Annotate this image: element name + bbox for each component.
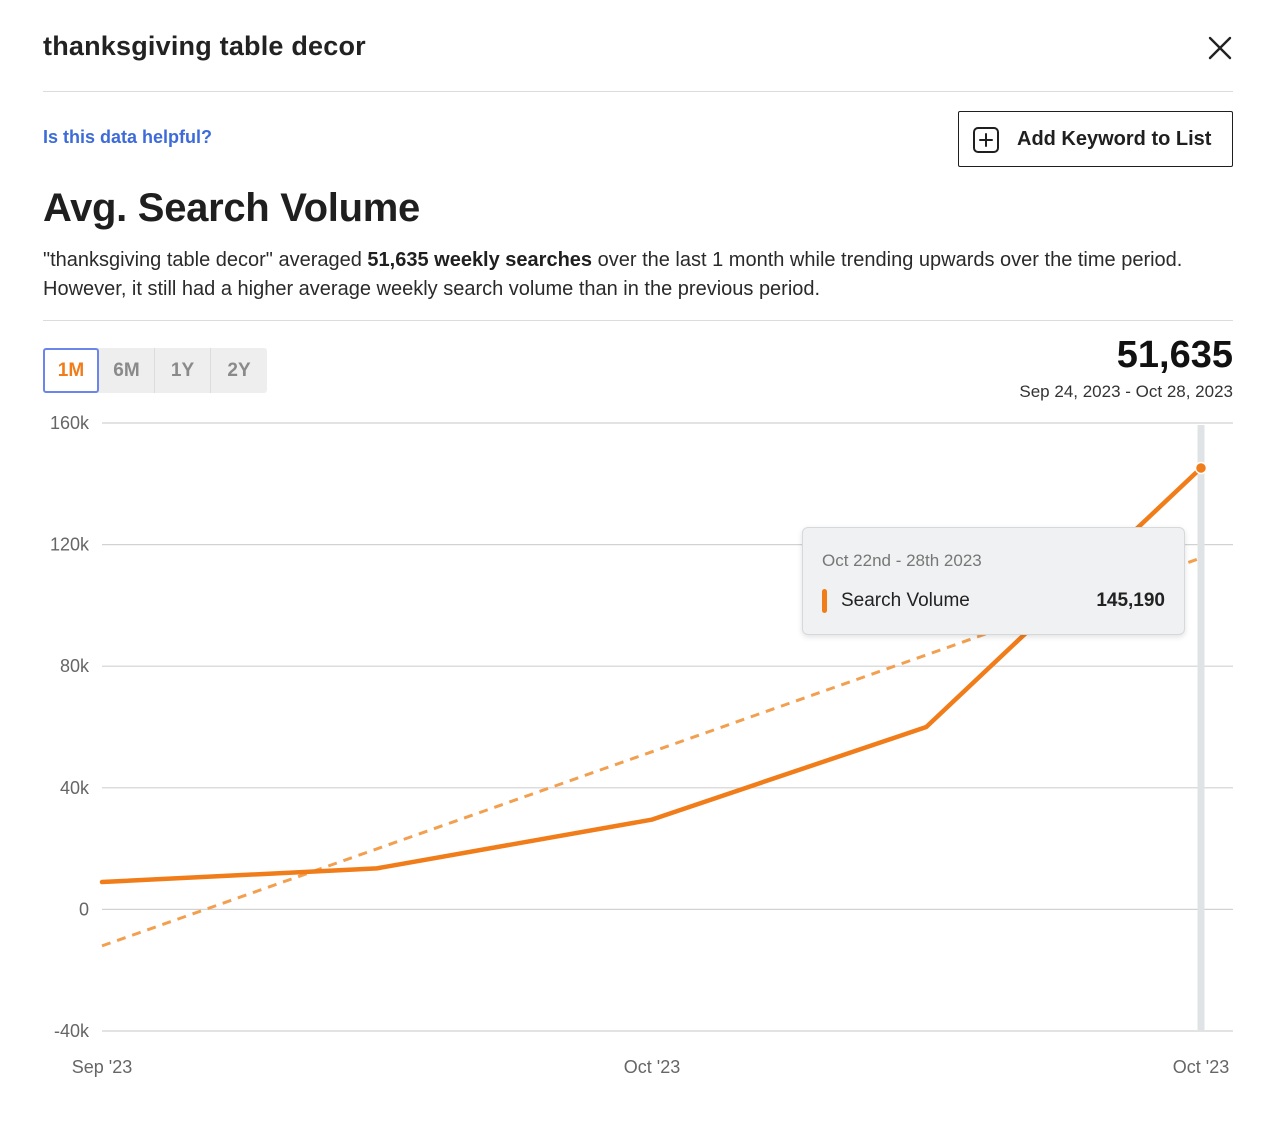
tab-2y[interactable]: 2Y (227, 359, 251, 381)
tooltip-value: 145,190 (1096, 590, 1165, 611)
summary-highlight: 51,635 weekly searches (367, 249, 593, 271)
close-icon[interactable] (1207, 35, 1233, 61)
average-volume-value: 51,635 (1116, 334, 1233, 376)
y-tick-label: 0 (79, 899, 89, 919)
add-keyword-label: Add Keyword to List (1017, 128, 1212, 150)
search-volume-line (99, 465, 1204, 885)
tooltip-series-name: Search Volume (841, 590, 970, 611)
summary-prefix: "thanksgiving table decor" averaged (43, 249, 368, 271)
data-helpful-link[interactable]: Is this data helpful? (43, 127, 213, 147)
y-tick-label: 160k (50, 413, 90, 433)
trend-line (101, 556, 1202, 948)
x-tick-label: Sep '23 (72, 1057, 133, 1077)
tooltip-series-swatch (822, 589, 827, 613)
modal-title: thanksgiving table decor (43, 31, 366, 61)
chart-tooltip: Oct 22nd - 28th 2023 Search Volume 145,1… (802, 527, 1185, 635)
tab-1y[interactable]: 1Y (155, 348, 211, 393)
section-title: Avg. Search Volume (43, 186, 420, 230)
add-keyword-button[interactable]: Add Keyword to List (958, 111, 1233, 167)
x-tick-label: Oct '23 (1173, 1057, 1229, 1077)
modal-header: thanksgiving table decor (43, 0, 1233, 92)
y-tick-label: 120k (50, 535, 90, 555)
x-tick-label: Oct '23 (624, 1057, 680, 1077)
plus-square-icon (973, 127, 999, 153)
tab-1m[interactable]: 1M (43, 348, 99, 393)
time-range-tabs: 1M 6M 1Y 2Y (43, 348, 267, 393)
y-tick-label: -40k (54, 1021, 90, 1041)
summary-text: "thanksgiving table decor" averaged 51,6… (43, 246, 1235, 304)
summary-suffix: over the last 1 month while trending upw… (43, 249, 1183, 300)
data-point (1194, 461, 1208, 475)
section-divider (43, 320, 1233, 321)
date-range-label: Sep 24, 2023 - Oct 28, 2023 (1019, 382, 1233, 401)
y-tick-label: 80k (60, 656, 90, 676)
y-tick-label: 40k (60, 778, 90, 798)
tooltip-date: Oct 22nd - 28th 2023 (822, 551, 982, 570)
tab-6m[interactable]: 6M (99, 348, 155, 393)
